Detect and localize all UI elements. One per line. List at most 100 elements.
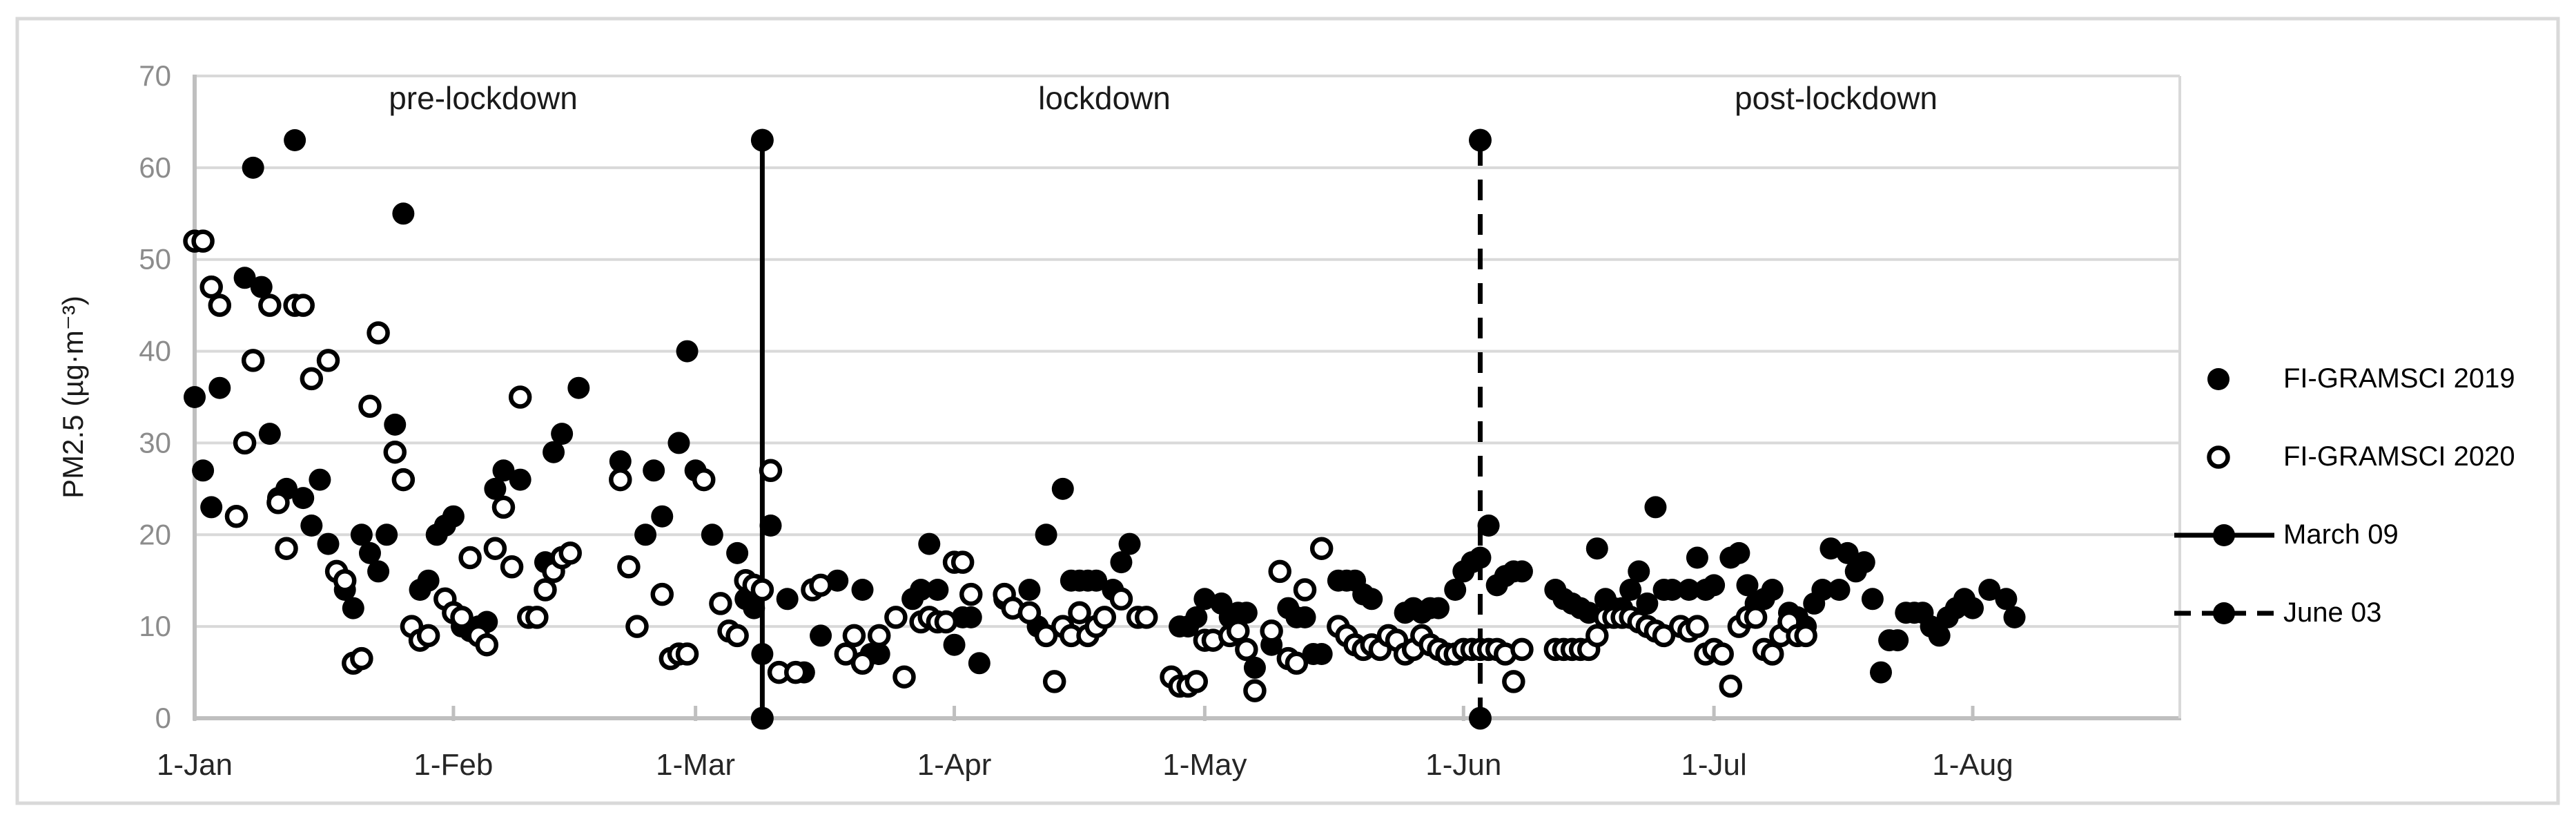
data-point-2019	[284, 129, 306, 151]
y-tick-label-60: 60	[139, 151, 171, 184]
data-point-2019	[2003, 606, 2026, 628]
data-point-2020	[333, 568, 357, 593]
data-point-2020	[316, 349, 340, 372]
data-point-2020	[350, 646, 373, 671]
data-point-2019	[567, 376, 590, 399]
data-point-2019	[342, 597, 364, 619]
data-point-2020	[809, 573, 832, 597]
data-point-2020	[475, 633, 499, 657]
data-point-2019	[551, 423, 574, 445]
data-point-2020	[1042, 670, 1066, 693]
data-point-2019	[926, 579, 949, 601]
data-point-2019	[484, 477, 507, 500]
data-point-2019	[1636, 592, 1659, 615]
data-point-2019	[667, 432, 690, 454]
data-point-2019	[258, 423, 281, 445]
data-point-2019	[1661, 579, 1684, 601]
data-point-2019	[1686, 546, 1708, 569]
data-point-2019	[1828, 579, 1851, 601]
x-tick-label-1-May: 1-May	[1162, 748, 1247, 782]
data-point-2019	[292, 487, 315, 510]
data-point-2019	[651, 505, 674, 528]
legend-label-march-09: March 09	[2283, 519, 2399, 550]
data-point-2020	[450, 606, 474, 629]
solid-line-marker-icon	[2174, 523, 2274, 546]
data-point-2020	[1235, 637, 1258, 662]
data-point-2020	[391, 468, 416, 492]
data-point-2019	[1628, 560, 1650, 583]
data-point-2019	[1018, 579, 1041, 601]
data-point-2019	[375, 523, 398, 546]
data-point-2019	[726, 541, 749, 564]
event-line-marker	[1468, 128, 1492, 152]
figure-border	[15, 17, 2560, 805]
data-point-2019	[943, 633, 966, 656]
data-point-2019	[959, 606, 982, 628]
data-point-2020	[1502, 670, 1525, 693]
data-point-2020	[1585, 624, 1609, 648]
data-point-2020	[1068, 601, 1091, 624]
data-point-2020	[1243, 679, 1267, 702]
event-lines	[750, 128, 1492, 730]
data-point-2019	[776, 588, 799, 611]
data-point-2020	[884, 606, 908, 629]
data-point-2020	[208, 294, 232, 317]
y-tick-label-0: 0	[155, 702, 171, 734]
data-point-2019	[1811, 579, 1834, 601]
data-point-2020	[725, 624, 749, 648]
data-point-2019	[350, 523, 373, 546]
data-point-2020	[1134, 606, 1158, 629]
annotation-pre-lockdown: pre-lockdown	[389, 80, 578, 116]
data-point-2020	[233, 431, 257, 455]
data-point-2020	[383, 440, 407, 464]
data-point-2020	[1184, 670, 1209, 693]
x-tick-label-1-Mar: 1-Mar	[656, 748, 735, 782]
data-point-2019	[242, 156, 264, 179]
data-point-2019	[1185, 606, 1208, 628]
x-axis-tick-labels: 1-Jan 1-Feb 1-Mar 1-Apr 1-May 1-Jun 1-Jul 1-Aug	[157, 748, 2013, 782]
data-point-2019	[968, 652, 991, 675]
data-point-2020	[483, 537, 507, 560]
data-point-2019	[1836, 541, 1859, 564]
y-tick-label-50: 50	[139, 243, 171, 276]
y-tick-label-10: 10	[139, 610, 171, 642]
data-point-2020	[558, 541, 582, 565]
data-point-2019	[1510, 560, 1533, 583]
x-tick-label-1-Jan: 1-Jan	[157, 748, 233, 782]
data-point-2019	[208, 376, 231, 399]
data-point-2019	[1962, 597, 1984, 619]
data-point-2020	[258, 294, 282, 317]
data-point-2019	[1677, 579, 1700, 601]
data-point-2019	[643, 459, 665, 482]
data-point-2020	[300, 367, 324, 391]
data-point-2019	[367, 560, 390, 583]
data-point-2019	[300, 515, 323, 537]
data-point-2019	[1728, 541, 1750, 564]
legend-label-june-03: June 03	[2283, 597, 2382, 628]
data-point-2019	[1469, 546, 1492, 569]
data-point-2019	[1243, 656, 1266, 679]
annotation-lockdown: lockdown	[1038, 80, 1171, 116]
data-point-2019	[1869, 661, 1892, 684]
data-point-2019	[1235, 602, 1258, 624]
data-point-2020	[1260, 619, 1283, 643]
data-point-2020	[609, 468, 632, 492]
x-tick-label-1-Jul: 1-Jul	[1681, 748, 1746, 782]
data-point-2019	[751, 643, 774, 665]
event-line-marker	[1468, 707, 1492, 730]
data-point-2020	[850, 651, 875, 675]
data-point-2019	[1861, 588, 1884, 611]
data-point-2019	[1310, 643, 1333, 665]
data-point-2019	[233, 267, 256, 289]
data-point-2019	[1853, 551, 1875, 574]
data-point-2019	[1703, 574, 1726, 597]
data-point-2020	[1652, 624, 1676, 648]
data-point-2020	[650, 582, 674, 606]
data-point-2020	[275, 537, 298, 560]
legend-item-march-09: March 09	[2174, 496, 2575, 574]
legend-label-2019: FI-GRAMSCI 2019	[2283, 363, 2515, 394]
data-point-2019	[1761, 579, 1784, 601]
data-point-2020	[959, 582, 983, 606]
data-point-2019	[509, 468, 531, 491]
